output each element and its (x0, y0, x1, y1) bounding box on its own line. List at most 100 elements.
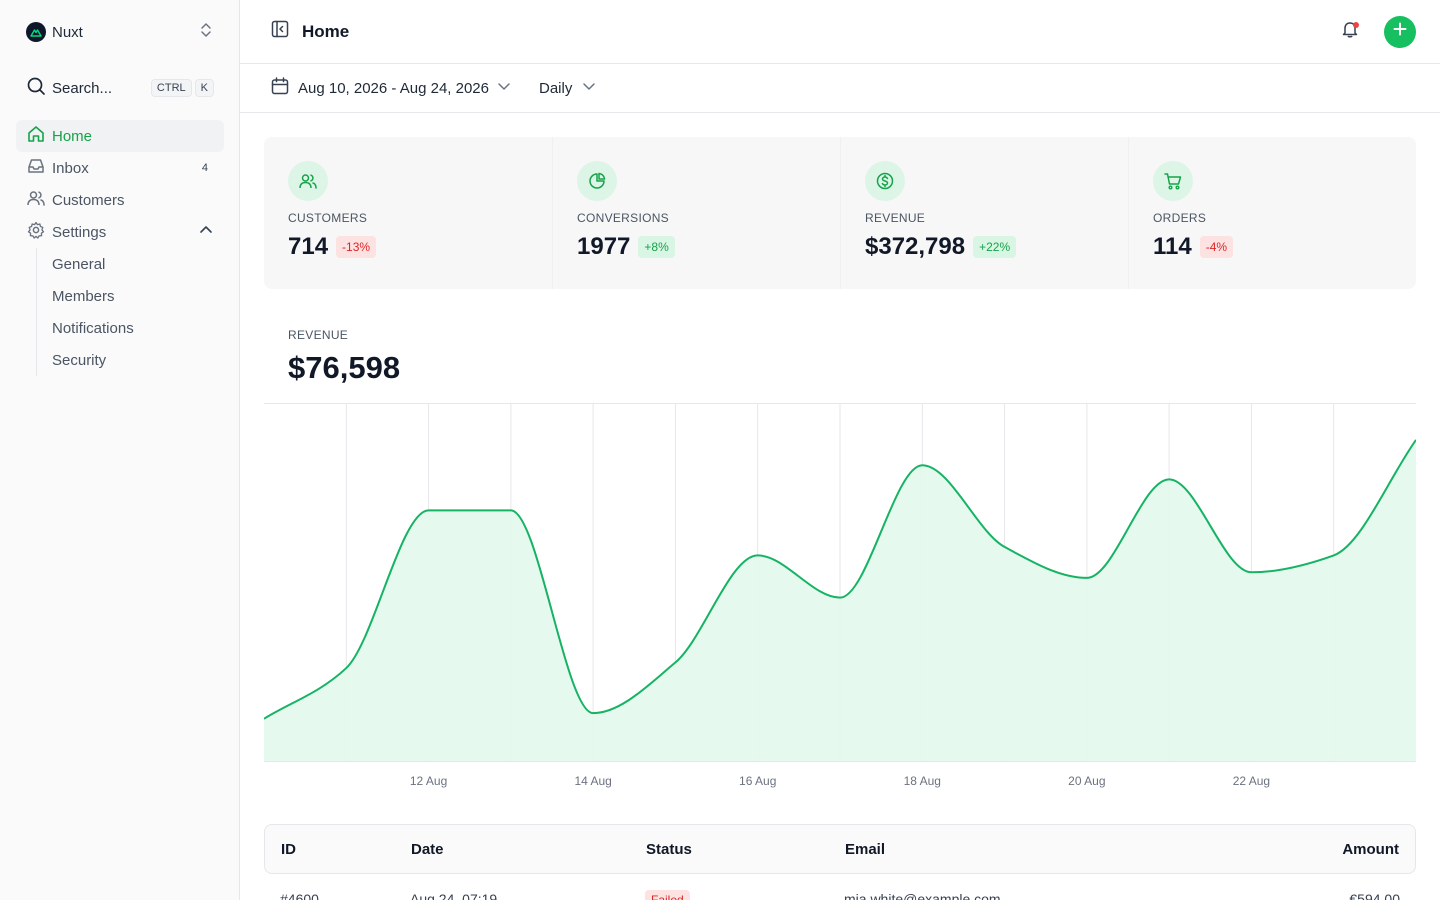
x-tick-label: 18 Aug (904, 774, 941, 788)
gear-icon (26, 220, 46, 244)
revenue-line (264, 439, 1416, 720)
revenue-summary: REVENUE $76,598 (288, 328, 400, 386)
stat-card-conversions[interactable]: CONVERSIONS 1977 +8% (552, 137, 840, 289)
stat-card-revenue[interactable]: REVENUE $372,798 +22% (840, 137, 1128, 289)
stat-card-customers[interactable]: CUSTOMERS 714 -13% (264, 137, 552, 289)
data-point (755, 552, 761, 558)
search-icon (26, 76, 46, 101)
column-header-date[interactable]: Date (411, 840, 444, 858)
stat-value: 714 (288, 233, 329, 260)
data-point (426, 507, 432, 513)
kbd-ctrl: CTRL (150, 79, 192, 97)
data-point (672, 659, 678, 665)
sidebar: Nuxt Search... CTRL K Home Inbox 4 (0, 0, 240, 900)
search-label: Search... (52, 79, 113, 97)
sidebar-collapse-icon[interactable] (270, 19, 290, 44)
sidebar-nav: Home Inbox 4 Customers Settings Genera (16, 120, 224, 376)
stat-change-badge: -4% (1199, 236, 1234, 258)
notification-dot (1353, 21, 1359, 28)
data-point (1331, 552, 1337, 558)
cell-id: #4600 (280, 891, 319, 900)
sidebar-item-settings[interactable]: Settings (16, 216, 224, 248)
data-point (837, 595, 843, 601)
date-range-picker[interactable]: Aug 10, 2026 - Aug 24, 2026 (270, 76, 511, 100)
users-icon (26, 188, 46, 212)
table-row[interactable]: #4600 Aug 24, 07:19 Failed mia.white@exa… (264, 874, 1416, 900)
table-header: ID Date Status Email Amount (264, 824, 1416, 874)
column-header-amount[interactable]: Amount (1342, 840, 1399, 858)
sidebar-item-customers[interactable]: Customers (16, 184, 224, 216)
team-name: Nuxt (52, 23, 83, 41)
page-title: Home (302, 21, 350, 41)
cell-email: mia.white@example.com (844, 891, 1001, 900)
data-point (919, 462, 925, 468)
chevron-up-down-icon (198, 21, 214, 44)
stat-card-orders[interactable]: ORDERS 114 -4% (1128, 137, 1416, 289)
revenue-chart[interactable]: 12 Aug 14 Aug 16 Aug 18 Aug 20 Aug 22 Aug (264, 403, 1416, 798)
dollar-circle-icon (865, 161, 905, 201)
stat-label: CONVERSIONS (577, 211, 669, 225)
sidebar-item-security[interactable]: Security (52, 351, 107, 369)
stat-change-badge: -13% (336, 236, 377, 258)
revenue-area-fill (264, 439, 1416, 761)
kbd-k: K (194, 79, 214, 97)
sidebar-item-inbox[interactable]: Inbox 4 (16, 152, 224, 184)
x-tick-label: 20 Aug (1068, 774, 1105, 788)
chevron-up-icon[interactable] (198, 222, 214, 242)
notifications-button[interactable] (1334, 16, 1366, 48)
chevron-down-icon (497, 79, 511, 97)
x-tick-label: 22 Aug (1233, 774, 1270, 788)
orders-table: ID Date Status Email Amount #4600 Aug 24… (264, 824, 1416, 900)
period-label: Daily (539, 79, 573, 97)
cell-date: Aug 24, 07:19 (410, 891, 498, 900)
sidebar-item-home[interactable]: Home (16, 120, 224, 152)
filters-toolbar: Aug 10, 2026 - Aug 24, 2026 Daily (240, 64, 1440, 113)
sidebar-item-general[interactable]: General (52, 255, 106, 273)
stat-change-badge: +22% (973, 236, 1017, 258)
data-point (1166, 476, 1172, 482)
home-icon (26, 124, 46, 148)
sidebar-item-label: Customers (52, 191, 125, 209)
data-point (590, 710, 596, 716)
revenue-chart-svg: 12 Aug 14 Aug 16 Aug 18 Aug 20 Aug 22 Aug (264, 403, 1416, 788)
cell-amount: €594.00 (1349, 891, 1400, 900)
sidebar-item-members[interactable]: Members (52, 287, 115, 305)
sidebar-item-notifications[interactable]: Notifications (52, 319, 134, 337)
users-icon (288, 161, 328, 201)
chevron-down-icon (582, 79, 596, 97)
data-point (343, 665, 349, 671)
date-range-label: Aug 10, 2026 - Aug 24, 2026 (298, 79, 489, 97)
data-point (1002, 544, 1008, 550)
search-button[interactable]: Search... CTRL K (16, 72, 224, 104)
x-tick-label: 14 Aug (574, 774, 611, 788)
add-button[interactable] (1384, 15, 1416, 48)
settings-subnav: General Members Notifications Security (36, 248, 224, 376)
stat-label: CUSTOMERS (288, 211, 368, 225)
inbox-count-badge: 4 (201, 162, 208, 174)
stat-value: 1977 (577, 233, 631, 260)
bell-icon (1340, 19, 1360, 44)
column-header-email[interactable]: Email (845, 840, 886, 858)
sidebar-item-label: Home (52, 127, 93, 145)
inbox-icon (26, 156, 46, 180)
status-badge: Failed (645, 890, 690, 900)
sidebar-item-label: Inbox (52, 159, 89, 177)
sidebar-item-label: Settings (52, 223, 107, 241)
stat-label: ORDERS (1153, 211, 1207, 225)
column-header-status[interactable]: Status (646, 840, 692, 858)
x-tick-label: 16 Aug (739, 774, 776, 788)
x-tick-label: 12 Aug (410, 774, 447, 788)
revenue-label: REVENUE (288, 328, 349, 342)
team-switcher[interactable]: Nuxt (16, 16, 224, 48)
pie-chart-icon (577, 161, 617, 201)
revenue-total: $76,598 (288, 350, 401, 385)
stat-label: REVENUE (865, 211, 926, 225)
data-point (1084, 575, 1090, 581)
calendar-icon (270, 76, 290, 100)
data-point (508, 507, 514, 513)
plus-icon (1392, 21, 1408, 42)
data-point (1248, 569, 1254, 575)
period-select[interactable]: Daily (539, 79, 596, 97)
column-header-id[interactable]: ID (281, 840, 296, 858)
stat-value: 114 (1153, 233, 1192, 260)
